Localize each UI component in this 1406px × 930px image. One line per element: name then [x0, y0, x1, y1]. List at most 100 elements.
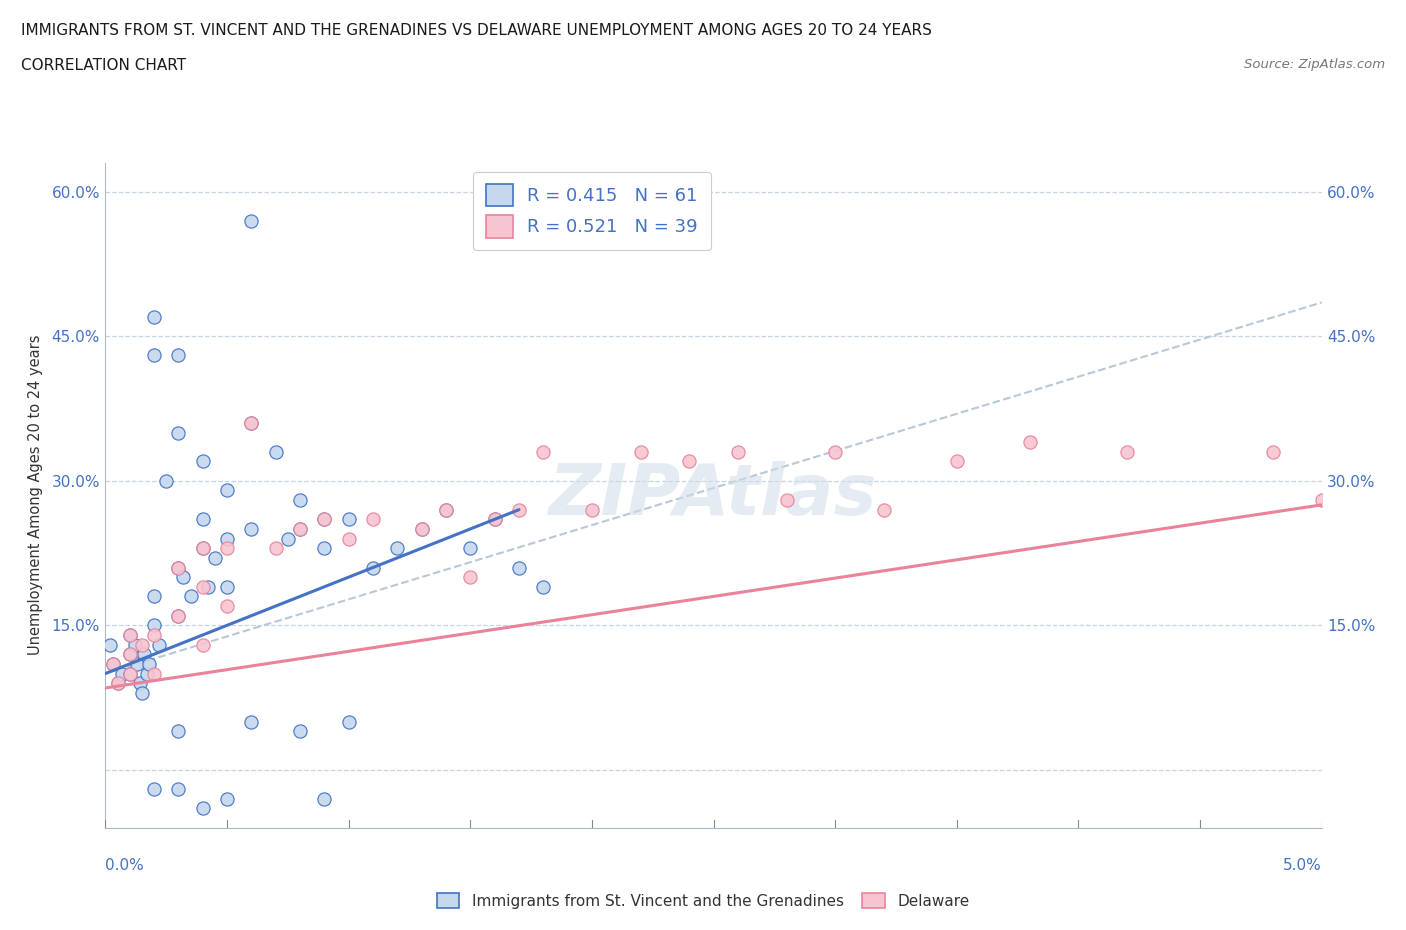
Point [135, 666, 157, 681]
Point [314, 512, 336, 526]
Point [484, 512, 506, 526]
Point [197, 579, 219, 594]
Point [180, 589, 202, 604]
Point [314, 791, 336, 806]
Point [217, 791, 239, 806]
Point [678, 454, 700, 469]
Point [264, 445, 287, 459]
Point [775, 493, 797, 508]
Point [143, 589, 166, 604]
Point [143, 348, 166, 363]
Point [124, 637, 146, 652]
Point [118, 628, 141, 643]
Point [434, 502, 457, 517]
Point [191, 579, 214, 594]
Point [240, 416, 263, 431]
Point [167, 724, 190, 738]
Point [1018, 435, 1040, 450]
Point [361, 560, 384, 575]
Point [131, 637, 153, 652]
Point [167, 425, 190, 440]
Point [167, 608, 190, 623]
Point [143, 618, 166, 632]
Point [167, 782, 190, 797]
Point [118, 646, 141, 661]
Text: 5.0%: 5.0% [1282, 857, 1322, 872]
Point [191, 540, 214, 555]
Point [191, 454, 214, 469]
Point [107, 676, 129, 691]
Text: CORRELATION CHART: CORRELATION CHART [21, 58, 186, 73]
Point [101, 657, 124, 671]
Point [458, 570, 481, 585]
Point [508, 502, 530, 517]
Point [155, 473, 177, 488]
Point [411, 522, 433, 537]
Legend: Immigrants from St. Vincent and the Grenadines, Delaware: Immigrants from St. Vincent and the Gren… [430, 886, 976, 915]
Point [167, 348, 190, 363]
Point [531, 445, 554, 459]
Point [98, 637, 121, 652]
Point [143, 310, 166, 325]
Point [484, 512, 506, 526]
Point [288, 522, 311, 537]
Point [337, 512, 360, 526]
Point [288, 522, 311, 537]
Point [191, 637, 214, 652]
Point [191, 801, 214, 816]
Point [131, 685, 153, 700]
Point [240, 522, 263, 537]
Point [111, 666, 134, 681]
Point [824, 445, 846, 459]
Point [337, 714, 360, 729]
Point [277, 531, 299, 546]
Point [217, 531, 239, 546]
Point [458, 540, 481, 555]
Point [264, 540, 287, 555]
Point [337, 531, 360, 546]
Point [288, 724, 311, 738]
Text: Source: ZipAtlas.com: Source: ZipAtlas.com [1244, 58, 1385, 71]
Point [167, 560, 190, 575]
Point [138, 657, 160, 671]
Point [630, 445, 652, 459]
Point [107, 676, 129, 691]
Point [434, 502, 457, 517]
Point [1261, 445, 1284, 459]
Point [217, 483, 239, 498]
Point [191, 512, 214, 526]
Point [240, 416, 263, 431]
Text: ZIPAtlas: ZIPAtlas [550, 460, 877, 530]
Point [314, 540, 336, 555]
Point [1310, 493, 1333, 508]
Point [217, 540, 239, 555]
Point [361, 512, 384, 526]
Point [191, 540, 214, 555]
Point [101, 657, 124, 671]
Point [217, 599, 239, 614]
Point [143, 782, 166, 797]
Point [411, 522, 433, 537]
Point [727, 445, 749, 459]
Point [204, 551, 226, 565]
Text: 0.0%: 0.0% [105, 857, 145, 872]
Point [172, 570, 194, 585]
Point [314, 512, 336, 526]
Point [167, 608, 190, 623]
Point [125, 657, 148, 671]
Legend: R = 0.415   N = 61, R = 0.521   N = 39: R = 0.415 N = 61, R = 0.521 N = 39 [474, 172, 710, 250]
Point [143, 666, 166, 681]
Point [167, 560, 190, 575]
Point [118, 628, 141, 643]
Point [118, 666, 141, 681]
Point [128, 676, 150, 691]
Point [118, 646, 141, 661]
Point [143, 628, 166, 643]
Point [148, 637, 170, 652]
Text: IMMIGRANTS FROM ST. VINCENT AND THE GRENADINES VS DELAWARE UNEMPLOYMENT AMONG AG: IMMIGRANTS FROM ST. VINCENT AND THE GREN… [21, 23, 932, 38]
Point [873, 502, 896, 517]
Point [240, 714, 263, 729]
Point [387, 540, 409, 555]
Y-axis label: Unemployment Among Ages 20 to 24 years: Unemployment Among Ages 20 to 24 years [28, 335, 44, 656]
Point [581, 502, 603, 517]
